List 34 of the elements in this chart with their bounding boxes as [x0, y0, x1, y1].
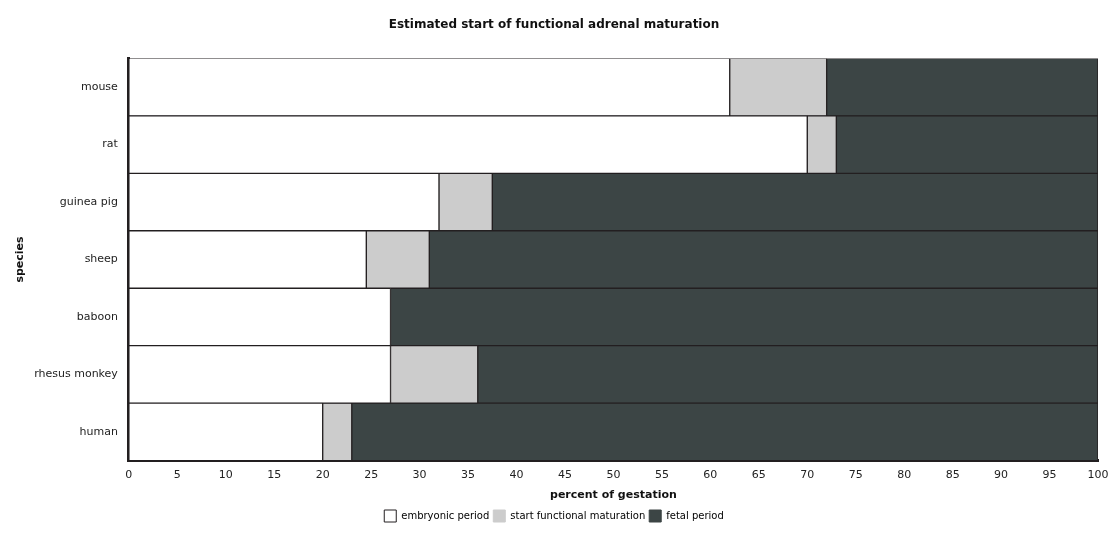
x-tick-label: 80 [897, 468, 912, 482]
y-tick-label: rat [102, 137, 119, 151]
x-tick-label: 60 [703, 468, 718, 482]
y-tick-label: human [79, 424, 118, 438]
legend-label: embryonic period [401, 509, 490, 521]
chart-title: Estimated start of functional adrenal maturation [388, 17, 720, 32]
y-axis-title: species [13, 235, 27, 283]
x-tick-label: 75 [848, 468, 863, 482]
x-tick-label: 85 [945, 468, 960, 482]
x-tick-label: 65 [751, 468, 766, 482]
x-tick-label: 20 [315, 468, 330, 482]
x-tick-label: 95 [1042, 468, 1057, 482]
y-tick-label: mouse [80, 79, 119, 93]
x-tick-label: 70 [800, 468, 815, 482]
legend-label: start functional maturation [510, 509, 646, 521]
x-axis-title: percent of gestation [550, 488, 677, 502]
x-tick-label: 90 [994, 468, 1009, 482]
x-tick-label: 40 [509, 468, 524, 482]
x-tick-label: 35 [461, 468, 476, 482]
y-tick-label: guinea pig [59, 194, 118, 208]
y-tick-label: rhesus monkey [34, 367, 119, 381]
legend-label: fetal period [666, 509, 724, 521]
x-tick-label: 25 [364, 468, 379, 482]
y-tick-label: baboon [76, 309, 118, 323]
x-tick-label: 55 [654, 468, 669, 482]
x-tick-label: 30 [412, 468, 427, 482]
x-tick-label: 5 [173, 468, 181, 482]
x-tick-label: 100 [1087, 468, 1109, 482]
x-tick-label: 50 [606, 468, 621, 482]
x-tick-label: 45 [557, 468, 572, 482]
x-tick-label: 0 [125, 468, 133, 482]
x-tick-label: 15 [267, 468, 282, 482]
y-tick-label: sheep [84, 252, 118, 266]
x-tick-label: 10 [218, 468, 233, 482]
